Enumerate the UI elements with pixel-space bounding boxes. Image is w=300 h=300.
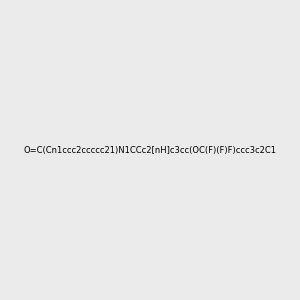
Text: O=C(Cn1ccc2ccccc21)N1CCc2[nH]c3cc(OC(F)(F)F)ccc3c2C1: O=C(Cn1ccc2ccccc21)N1CCc2[nH]c3cc(OC(F)(…	[23, 146, 277, 154]
